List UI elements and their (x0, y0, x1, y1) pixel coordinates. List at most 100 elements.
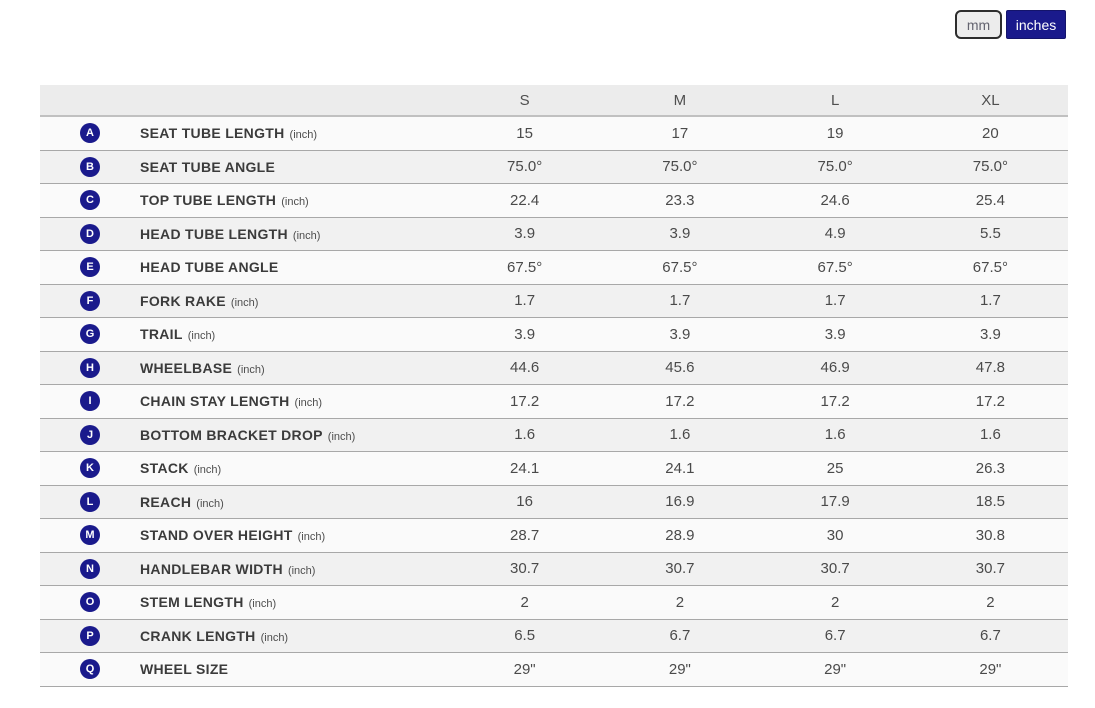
row-unit-label: (inch) (196, 497, 224, 510)
row-letter-badge: O (80, 592, 100, 613)
row-value-xl: 2 (986, 593, 995, 611)
row-value-xl: 25.4 (975, 191, 1005, 209)
row-letter-badge: M (80, 525, 100, 546)
geometry-table: S M L XL A SEAT TUBE LENGTH (inch) 15 17… (40, 85, 1068, 687)
row-value-m: 1.6 (669, 426, 691, 444)
table-row: A SEAT TUBE LENGTH (inch) 15 17 19 20 (40, 117, 1068, 151)
row-value-xl: 26.3 (975, 459, 1005, 477)
table-row: C TOP TUBE LENGTH (inch) 22.4 23.3 24.6 … (40, 184, 1068, 218)
row-letter-badge: P (80, 625, 100, 646)
row-value-m: 2 (675, 593, 685, 611)
table-row: K STACK (inch) 24.1 24.1 25 26.3 (40, 452, 1068, 486)
row-value-xl: 1.7 (979, 292, 1001, 310)
mm-button[interactable]: mm (955, 10, 1002, 39)
table-row: I CHAIN STAY LENGTH (inch) 17.2 17.2 17.… (40, 385, 1068, 419)
row-value-s: 30.7 (510, 560, 540, 578)
row-value-m: 67.5° (662, 258, 698, 276)
row-letter-cell: M (40, 525, 140, 546)
row-label: STAND OVER HEIGHT (140, 527, 293, 544)
table-row: O STEM LENGTH (inch) 2 2 2 2 (40, 586, 1068, 620)
row-value-m: 45.6 (665, 359, 695, 377)
row-unit-label: (inch) (297, 531, 326, 544)
row-letter-badge: B (80, 156, 100, 177)
row-letter-cell: P (40, 625, 140, 646)
row-letter-cell: H (40, 357, 140, 378)
row-label: REACH (140, 493, 192, 510)
row-value-xl: 47.8 (975, 359, 1005, 377)
row-letter-cell: L (40, 491, 140, 512)
row-label-cell: SEAT TUBE ANGLE (140, 159, 447, 175)
row-unit-label: (inch) (294, 397, 323, 410)
row-label-cell: REACH (inch) (140, 494, 447, 510)
row-letter-badge: J (80, 424, 100, 445)
row-unit-label: (inch) (260, 631, 289, 644)
row-letter-cell: B (40, 156, 140, 177)
row-letter-cell: I (40, 391, 140, 412)
row-label: WHEELBASE (140, 359, 233, 376)
row-value-l: 1.7 (824, 292, 846, 310)
row-value-l: 25 (826, 459, 844, 477)
unit-toggle: mm inches (955, 10, 1066, 39)
row-label-cell: SEAT TUBE LENGTH (inch) (140, 125, 447, 141)
row-label: CRANK LENGTH (140, 627, 256, 644)
inches-button[interactable]: inches (1006, 10, 1066, 39)
row-value-s: 1.6 (514, 426, 536, 444)
row-value-s: 24.1 (510, 459, 540, 477)
table-row: P CRANK LENGTH (inch) 6.5 6.7 6.7 6.7 (40, 619, 1068, 653)
table-row: B SEAT TUBE ANGLE 75.0° 75.0° 75.0° 75.0… (40, 150, 1068, 184)
row-label: HANDLEBAR WIDTH (140, 560, 283, 577)
row-label-cell: STAND OVER HEIGHT (inch) (140, 527, 447, 543)
row-letter-badge: E (80, 257, 100, 278)
row-value-m: 24.1 (665, 459, 695, 477)
row-value-xl: 1.6 (979, 426, 1001, 444)
row-unit-label: (inch) (248, 598, 277, 611)
table-row: D HEAD TUBE LENGTH (inch) 3.9 3.9 4.9 5.… (40, 217, 1068, 251)
row-letter-badge: G (80, 324, 100, 345)
row-letter-badge: D (80, 223, 100, 244)
row-value-l: 6.7 (824, 627, 846, 645)
row-letter-cell: E (40, 257, 140, 278)
row-label: CHAIN STAY LENGTH (140, 393, 290, 410)
table-row: Q WHEEL SIZE 29" 29" 29" 29" (40, 653, 1068, 687)
row-label: FORK RAKE (140, 292, 226, 309)
table-row: H WHEELBASE (inch) 44.6 45.6 46.9 47.8 (40, 351, 1068, 385)
row-letter-cell: C (40, 190, 140, 211)
row-value-m: 6.7 (669, 627, 691, 645)
row-value-m: 1.7 (669, 292, 691, 310)
row-unit-label: (inch) (292, 229, 321, 242)
row-value-m: 17.2 (665, 392, 695, 410)
row-value-xl: 29" (979, 660, 1002, 678)
row-letter-cell: O (40, 592, 140, 613)
row-label-cell: BOTTOM BRACKET DROP (inch) (140, 427, 447, 443)
row-unit-label: (inch) (187, 330, 216, 343)
size-column-header-xl: XL (981, 91, 1000, 109)
table-row: E HEAD TUBE ANGLE 67.5° 67.5° 67.5° 67.5… (40, 251, 1068, 285)
row-value-s: 1.7 (514, 292, 536, 310)
row-label-cell: HEAD TUBE ANGLE (140, 259, 447, 275)
row-value-l: 19 (826, 124, 844, 142)
row-value-xl: 6.7 (979, 627, 1001, 645)
row-letter-badge: H (80, 357, 100, 378)
size-column-header-s: S (519, 91, 530, 109)
row-value-s: 6.5 (514, 627, 536, 645)
row-letter-cell: K (40, 458, 140, 479)
row-value-xl: 17.2 (975, 392, 1005, 410)
row-value-s: 22.4 (510, 191, 540, 209)
row-letter-cell: Q (40, 659, 140, 680)
row-value-l: 30 (826, 526, 844, 544)
row-value-m: 29" (668, 660, 691, 678)
row-letter-cell: J (40, 424, 140, 445)
row-value-l: 24.6 (820, 191, 850, 209)
row-label-cell: STACK (inch) (140, 460, 447, 476)
row-value-l: 4.9 (824, 225, 846, 243)
row-letter-badge: A (80, 123, 100, 144)
row-label: SEAT TUBE LENGTH (140, 125, 285, 142)
row-unit-label: (inch) (237, 363, 265, 376)
table-row: N HANDLEBAR WIDTH (inch) 30.7 30.7 30.7 … (40, 552, 1068, 586)
row-letter-cell: G (40, 324, 140, 345)
row-value-l: 3.9 (824, 325, 846, 343)
row-value-s: 16 (516, 493, 533, 511)
row-value-s: 15 (516, 124, 533, 142)
size-column-header-l: L (830, 91, 840, 109)
row-label-cell: STEM LENGTH (inch) (140, 594, 447, 610)
